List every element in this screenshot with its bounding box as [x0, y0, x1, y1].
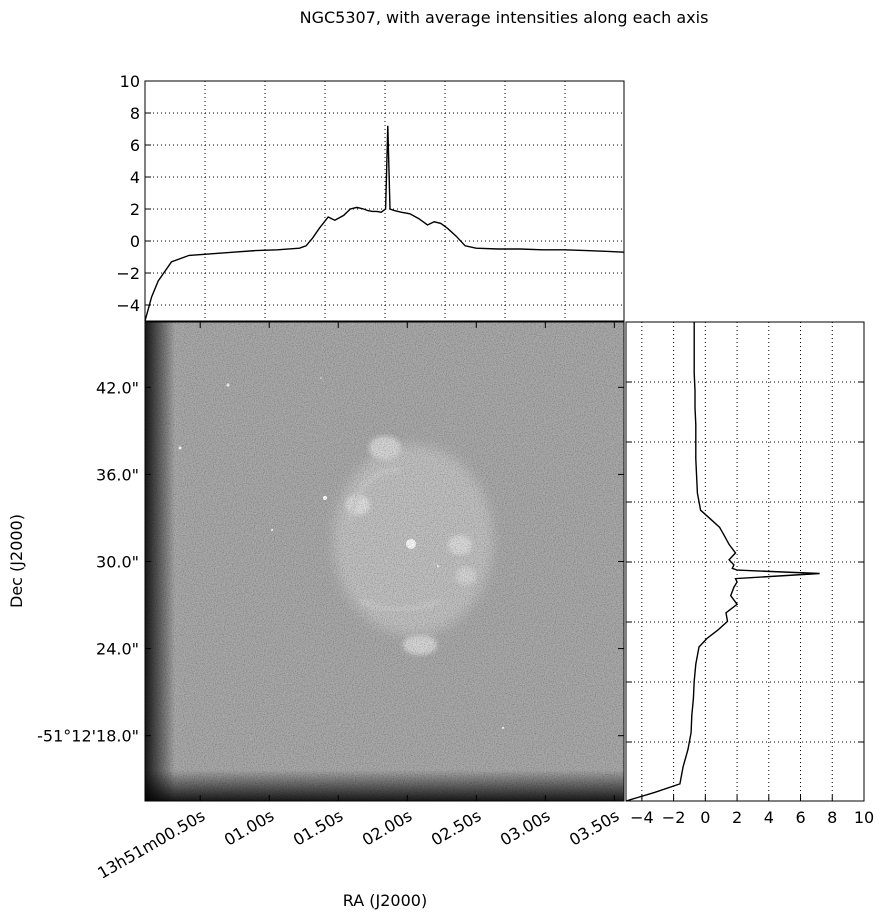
- top-ytick-label-6: −2: [116, 264, 140, 283]
- right-profile-line: [625, 322, 820, 802]
- chart-title: NGC5307, with average intensities along …: [300, 8, 709, 27]
- top-profile-line: [144, 125, 625, 322]
- right-xtick-label-3: 2: [732, 808, 742, 827]
- right-xtick-label-5: 6: [795, 808, 805, 827]
- image-xtick-label-1: 01.00s: [221, 806, 277, 850]
- right-xtick-label-1: −2: [662, 808, 686, 827]
- right-profile-panel: −4 −2 0 2 4 6 8 10: [625, 321, 874, 827]
- image-ytick-label-4: -51°12'18.0": [37, 727, 139, 746]
- y-axis-label: Dec (J2000): [7, 514, 26, 608]
- top-ytick-label-4: 2: [130, 200, 140, 219]
- image-ytick-label-1: 36.0": [96, 465, 139, 484]
- top-ytick-label-7: −4: [116, 296, 140, 315]
- image-xtick-label-4: 02.50s: [428, 806, 484, 850]
- right-xtick-label-7: 10: [854, 808, 874, 827]
- image-xtick-label-0: 13h51m00.50s: [94, 806, 208, 883]
- right-xtick-label-4: 4: [764, 808, 774, 827]
- image-xtick-label-6: 03.50s: [566, 806, 622, 850]
- x-axis-label: RA (J2000): [343, 891, 427, 910]
- top-frame: [144, 80, 625, 322]
- right-xtick-label-2: 0: [700, 808, 710, 827]
- image-xtick-label-3: 02.00s: [359, 806, 415, 850]
- image-xtick-label-2: 01.50s: [290, 806, 346, 850]
- top-profile-panel: 10 8 6 4 2 0 −2 −4: [116, 72, 625, 322]
- right-frame: [625, 321, 865, 802]
- image-ytick-label-0: 42.0": [96, 378, 139, 397]
- image-ytick-label-3: 24.0": [96, 640, 139, 659]
- right-xtick-label-6: 8: [827, 808, 837, 827]
- image-panel: [145, 322, 624, 801]
- image-xtick-label-5: 03.00s: [497, 806, 553, 850]
- image-ytick-label-2: 30.0": [96, 553, 139, 572]
- top-ytick-label-1: 8: [130, 104, 140, 123]
- top-ytick-label-3: 4: [130, 168, 140, 187]
- top-ytick-label-5: 0: [130, 232, 140, 251]
- top-ytick-label-2: 6: [130, 136, 140, 155]
- right-xtick-label-0: −4: [630, 808, 654, 827]
- top-ytick-label-0: 10: [120, 72, 140, 91]
